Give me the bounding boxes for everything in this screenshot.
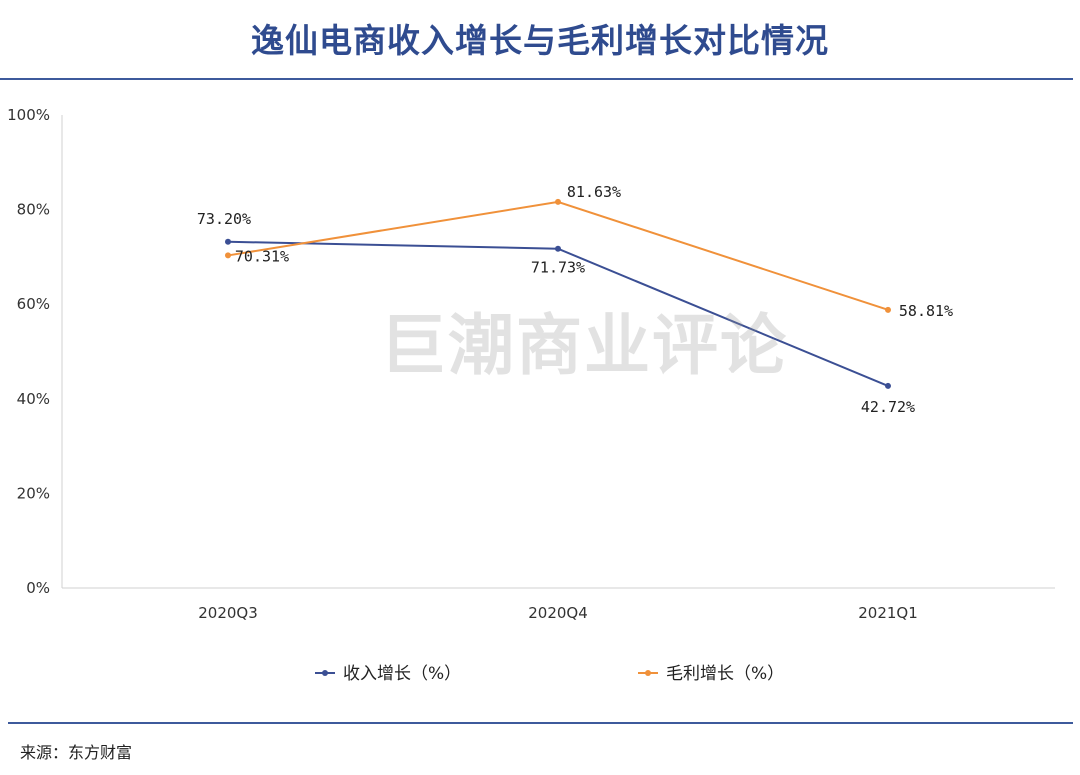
- data-label: 71.73%: [531, 259, 585, 277]
- y-tick-label: 40%: [17, 390, 50, 408]
- data-point: [225, 252, 231, 259]
- legend-swatch-marker: [322, 670, 328, 676]
- x-tick-label: 2020Q3: [198, 604, 258, 622]
- data-point: [555, 245, 561, 252]
- chart-series: [225, 198, 891, 389]
- chart-title: 逸仙电商收入增长与毛利增长对比情况: [251, 21, 829, 60]
- legend-entry: 收入增长（%）: [343, 664, 461, 684]
- chart-axes: 0% 20% 40% 60% 80% 100% 2020Q3 2020Q4 2021Q1: [7, 106, 1055, 622]
- data-point: [225, 238, 231, 245]
- data-label: 73.20%: [197, 210, 251, 228]
- series-line-2: [227, 200, 889, 311]
- y-tick-label: 0%: [26, 579, 50, 597]
- title-divider: [0, 78, 1073, 80]
- y-tick-label: 100%: [7, 106, 50, 124]
- y-tick-label: 80%: [17, 201, 50, 219]
- data-point: [885, 306, 891, 313]
- legend-swatch-marker: [645, 670, 651, 676]
- data-point: [885, 382, 891, 389]
- y-tick-label: 60%: [17, 295, 50, 313]
- data-label: 70.31%: [235, 247, 289, 265]
- chart-legend: 收入增长（%） 毛利增长（%）: [315, 664, 784, 684]
- data-label: 58.81%: [899, 302, 953, 320]
- data-label: 42.72%: [861, 398, 915, 416]
- legend-entry: 毛利增长（%）: [666, 664, 784, 684]
- x-tick-label: 2021Q1: [858, 604, 918, 622]
- source-note: 来源：东方财富: [20, 743, 133, 762]
- data-point: [555, 198, 561, 205]
- line-chart: 0% 20% 40% 60% 80% 100% 2020Q3 2020Q4 2021Q1 73.…: [7, 106, 1055, 684]
- footer-divider: [8, 722, 1073, 724]
- x-tick-label: 2020Q4: [528, 604, 588, 622]
- data-labels: 73.20% 71.73% 42.72% 70.31% 81.63% 58.81%: [197, 183, 953, 416]
- data-label: 81.63%: [567, 183, 621, 201]
- y-tick-label: 20%: [17, 484, 50, 502]
